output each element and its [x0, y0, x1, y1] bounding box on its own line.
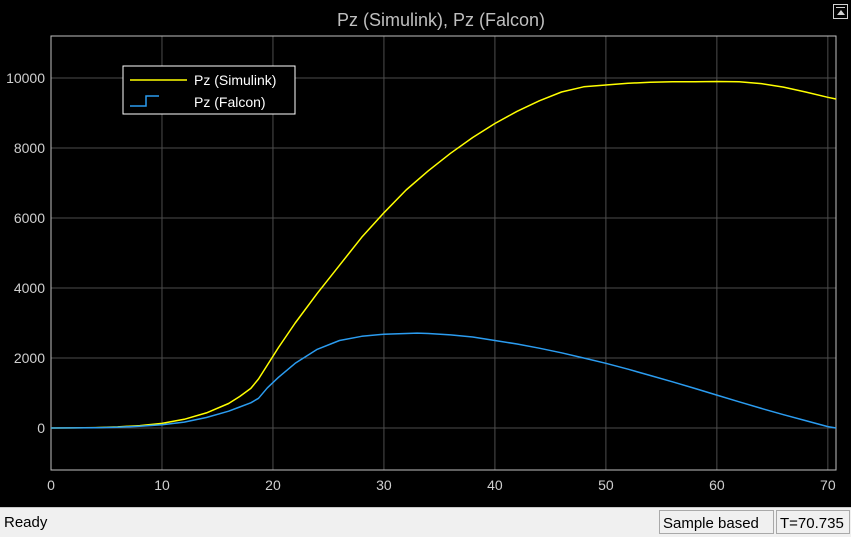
y-tick-label: 8000 [14, 140, 45, 156]
undock-button[interactable] [833, 4, 848, 19]
legend[interactable]: Pz (Simulink) Pz (Falcon) [122, 65, 296, 115]
plot-series [50, 80, 837, 429]
x-tick-label: 40 [487, 477, 503, 493]
sample-mode-indicator[interactable]: Sample based [659, 510, 774, 534]
y-tick-label: 0 [37, 420, 45, 436]
legend-label-simulink: Pz (Simulink) [194, 72, 276, 88]
x-tick-label: 70 [820, 477, 836, 493]
series-line-0 [50, 80, 837, 429]
x-tick-label: 20 [265, 477, 281, 493]
x-tick-label: 50 [598, 477, 614, 493]
chart-title: Pz (Simulink), Pz (Falcon) [337, 10, 545, 30]
y-tick-label: 10000 [6, 70, 45, 86]
y-tick-label: 4000 [14, 280, 45, 296]
undock-arrow-icon [837, 10, 845, 15]
axis-ticks: 0 10 20 30 40 50 60 70 0 2000 4000 6000 8000 10000 [6, 70, 836, 493]
scope-plot[interactable]: 0 10 20 30 40 50 60 70 0 2000 4000 6000 8000 10000 Pz… [0, 0, 851, 507]
y-tick-label: 6000 [14, 210, 45, 226]
undock-icon [836, 7, 845, 8]
axes-frame [50, 35, 837, 471]
legend-box [122, 65, 296, 115]
x-tick-label: 10 [154, 477, 170, 493]
x-tick-label: 0 [47, 477, 55, 493]
legend-swatch-falcon [130, 95, 159, 107]
status-text: Ready [4, 514, 48, 531]
series-line-1 [50, 332, 837, 429]
legend-label-falcon: Pz (Falcon) [194, 94, 266, 110]
status-bar: Ready Sample based T=70.735 [0, 507, 851, 537]
y-tick-label: 2000 [14, 350, 45, 366]
plot-grid [50, 36, 836, 470]
time-readout: T=70.735 [776, 510, 850, 534]
x-tick-label: 60 [709, 477, 725, 493]
x-tick-label: 30 [376, 477, 392, 493]
